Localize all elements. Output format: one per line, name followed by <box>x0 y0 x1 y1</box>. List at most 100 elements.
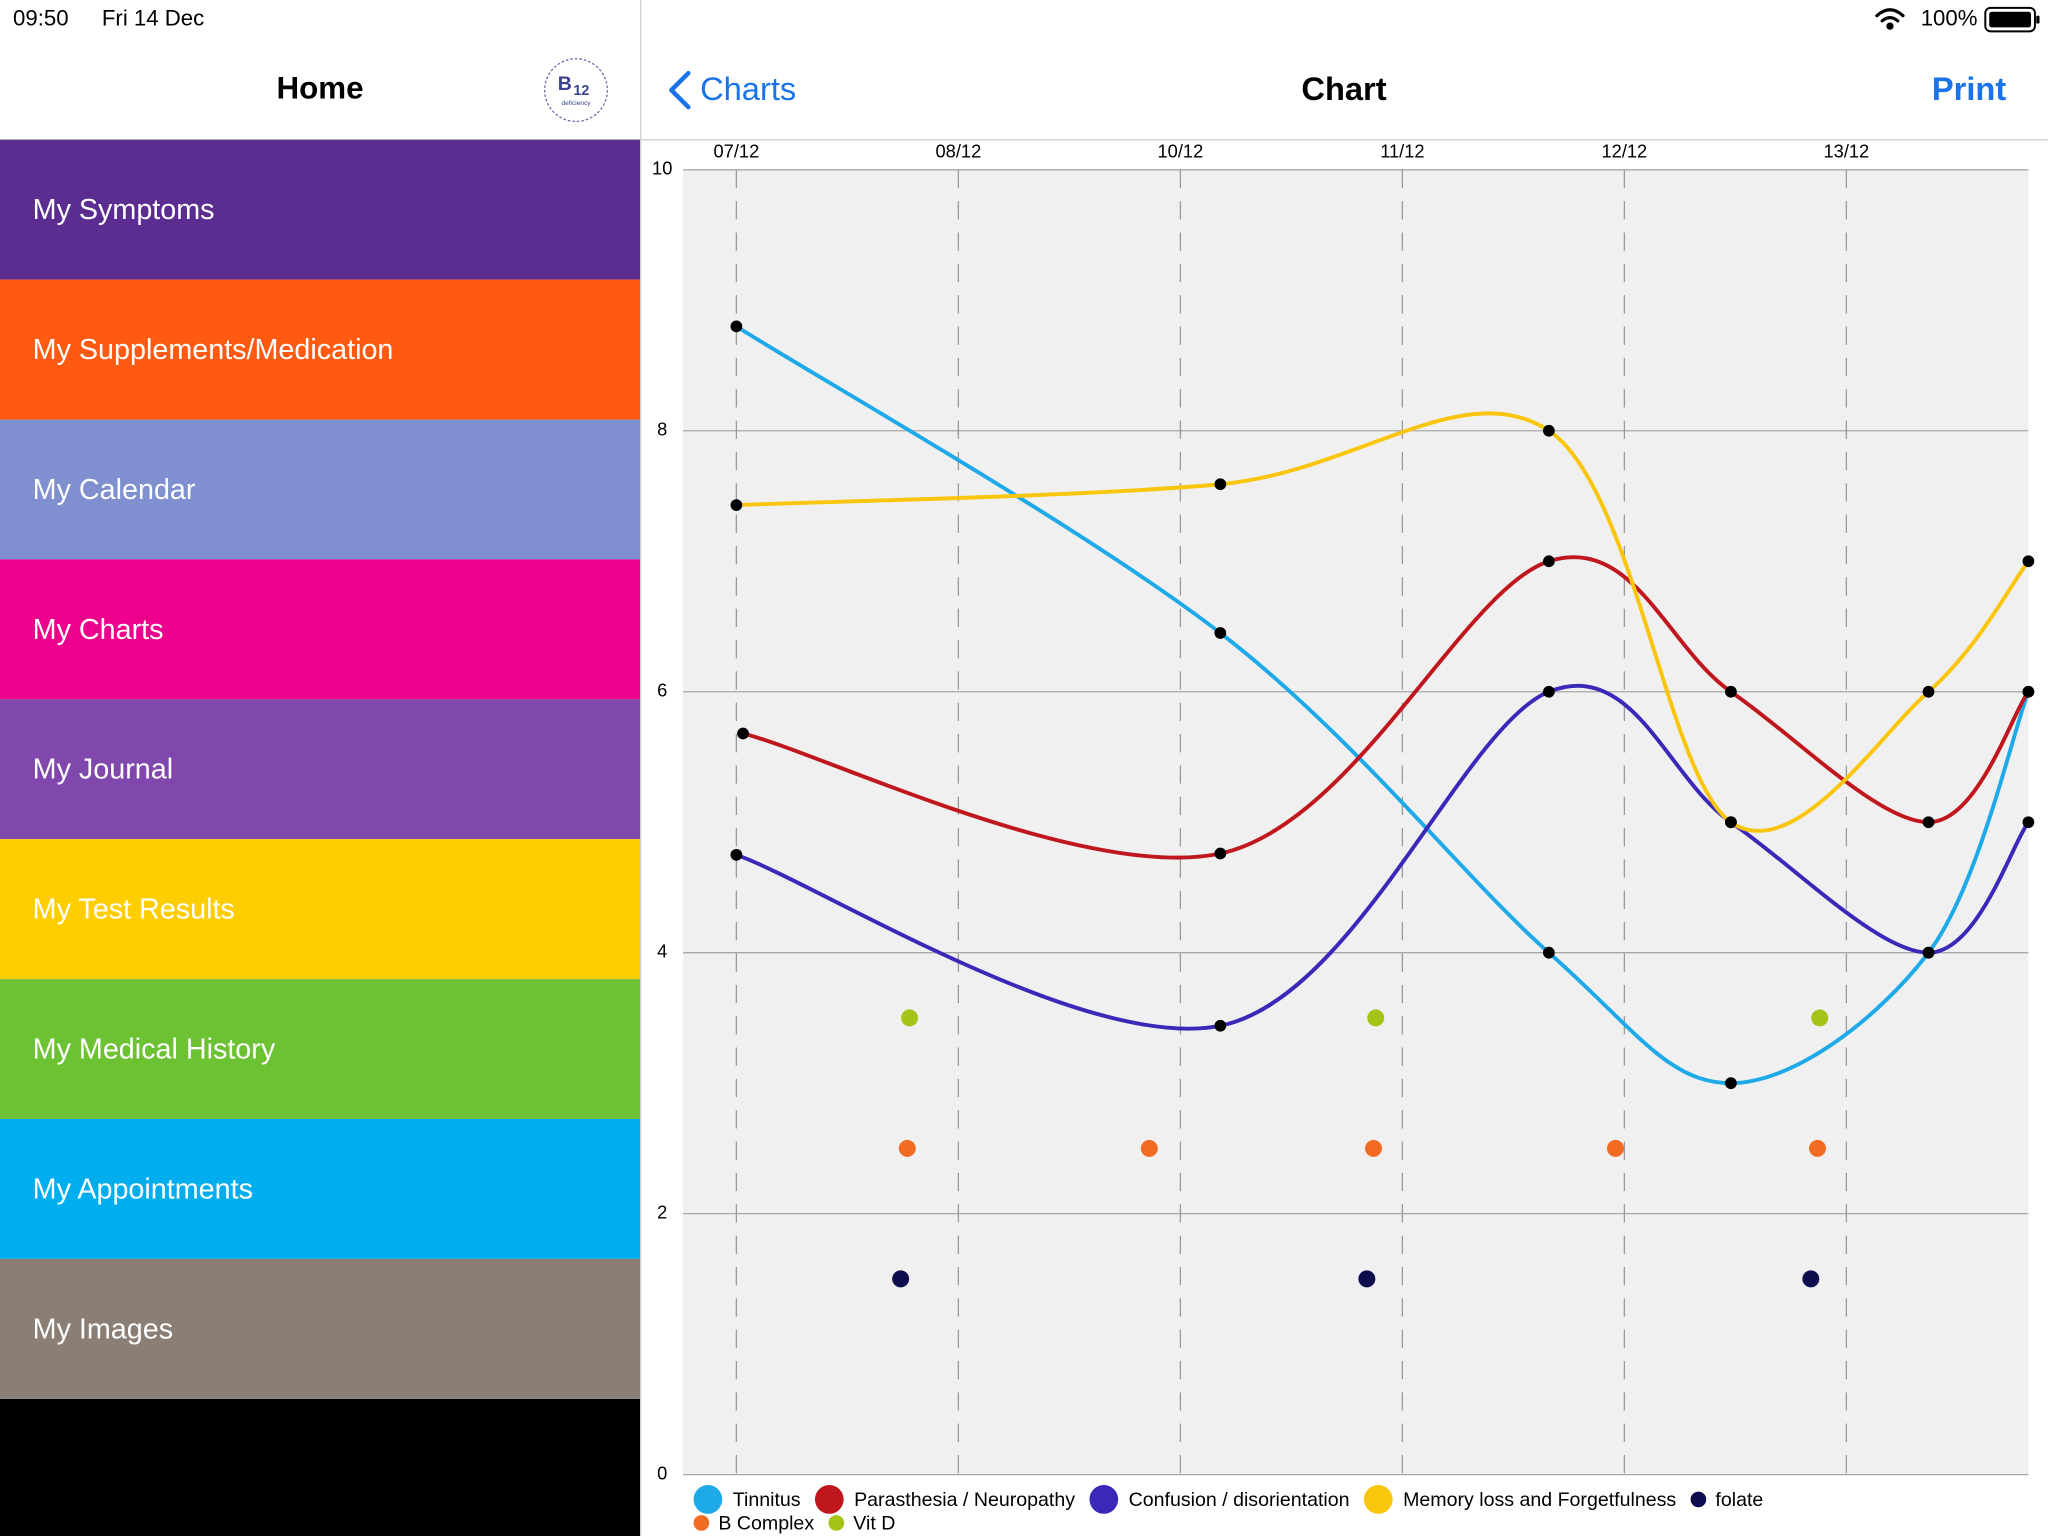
data-point <box>1543 946 1555 959</box>
data-point <box>1543 685 1555 698</box>
menu-item-label[interactable]: My Supplements/Medication <box>33 334 394 366</box>
legend-item: B Complex <box>693 1512 814 1534</box>
status-time: 09:50 <box>13 5 69 30</box>
y-tick-label: 10 <box>652 158 672 179</box>
legend-item: Memory loss and Forgetfulness <box>1363 1485 1676 1514</box>
menu-item-background[interactable] <box>0 559 640 700</box>
legend-label: Parasthesia / Neuropathy <box>854 1489 1075 1511</box>
menu-item-label[interactable]: My Images <box>33 1313 173 1345</box>
back-chevron[interactable] <box>669 70 691 110</box>
battery-level: 100% <box>1921 5 1978 30</box>
scatter-point <box>1802 1270 1820 1288</box>
menu-item-background[interactable] <box>0 699 640 840</box>
scatter-point <box>901 1009 919 1027</box>
data-point <box>1214 847 1227 860</box>
menu-item-background[interactable] <box>0 279 640 420</box>
menu-item[interactable]: My Charts <box>0 559 640 700</box>
legend-label: B Complex <box>718 1512 814 1534</box>
logo: B 12 deficiency <box>544 58 608 123</box>
menu-item-background[interactable] <box>0 979 640 1119</box>
menu-item-background[interactable] <box>0 1118 640 1259</box>
scatter-point <box>1358 1270 1376 1288</box>
legend-item: folate <box>1690 1489 1763 1511</box>
chart: 0 2 4 6 8 10 07/12 08/12 10/12 11/12 12/12 13/12 Tin… <box>652 141 2035 1534</box>
legend-label: folate <box>1715 1489 1763 1511</box>
menu-item[interactable]: My Appointments <box>0 1118 640 1259</box>
back-label[interactable]: Charts <box>700 70 796 107</box>
legend-label: Vit D <box>853 1512 895 1534</box>
scatter-point <box>892 1270 910 1288</box>
data-point <box>1214 1019 1227 1032</box>
logo-caption: deficiency <box>562 100 592 107</box>
menu-item[interactable]: My Journal <box>0 699 640 840</box>
data-point <box>730 499 743 512</box>
data-point <box>1214 627 1227 639</box>
legend-label: Confusion / disorientation <box>1129 1489 1350 1511</box>
sidebar-title: Home <box>276 70 363 105</box>
menu: My Symptoms My Supplements/Medication My C… <box>0 139 640 1399</box>
legend-swatch <box>814 1485 844 1514</box>
x-tick-label: 08/12 <box>936 141 982 162</box>
menu-item[interactable]: My Images <box>0 1258 640 1399</box>
menu-item[interactable]: My Calendar <box>0 419 640 560</box>
x-tick-label: 11/12 <box>1380 141 1424 162</box>
legend-item: Confusion / disorientation <box>1089 1485 1350 1514</box>
back-button[interactable]: Charts <box>669 70 796 110</box>
menu-item-label[interactable]: My Charts <box>33 614 164 646</box>
menu-item-background[interactable] <box>0 419 640 560</box>
data-point <box>2022 555 2035 568</box>
print-button[interactable]: Print <box>1932 70 2006 107</box>
menu-item[interactable]: My Medical History <box>0 979 640 1119</box>
data-point <box>737 727 749 740</box>
legend-swatch <box>1089 1485 1119 1514</box>
nav-title: Chart <box>1301 70 1386 107</box>
legend-swatch <box>693 1485 723 1514</box>
data-point <box>2022 816 2035 829</box>
data-point <box>1543 424 1555 437</box>
legend-swatch <box>828 1515 845 1531</box>
series-line <box>735 324 2031 1086</box>
scatter-point <box>1809 1139 1827 1157</box>
legend-label: Memory loss and Forgetfulness <box>1403 1489 1676 1511</box>
legend-label: Tinnitus <box>733 1489 801 1511</box>
legend-item: Vit D <box>828 1512 895 1534</box>
menu-item-label[interactable]: My Appointments <box>33 1173 253 1205</box>
x-tick-label: 10/12 <box>1158 141 1204 162</box>
data-point <box>1543 555 1555 568</box>
menu-item[interactable]: My Test Results <box>0 839 640 980</box>
data-point <box>1922 816 1935 829</box>
y-tick-label: 6 <box>657 680 667 701</box>
data-point <box>730 320 743 333</box>
scatter-point <box>1140 1139 1158 1157</box>
y-tick-label: 4 <box>657 941 667 962</box>
menu-item-background[interactable] <box>0 139 640 280</box>
sidebar-footer <box>0 1398 640 1536</box>
menu-item-background[interactable] <box>0 839 640 980</box>
menu-item-label[interactable]: My Medical History <box>33 1033 276 1065</box>
series-line <box>736 411 2030 833</box>
menu-item-label[interactable]: My Symptoms <box>33 194 215 226</box>
scatter-point <box>1607 1139 1624 1157</box>
data-point <box>2022 685 2035 698</box>
logo-sub: 12 <box>573 83 589 99</box>
menu-item-label[interactable]: My Journal <box>33 754 173 786</box>
data-point <box>1922 685 1935 698</box>
menu-item[interactable]: My Symptoms <box>0 139 640 280</box>
scatter-point <box>898 1139 916 1157</box>
legend-swatch <box>1363 1485 1393 1514</box>
y-tick-label: 8 <box>657 419 667 440</box>
battery-icon <box>1984 6 2040 33</box>
menu-item-label[interactable]: My Calendar <box>33 474 196 506</box>
menu-item-label[interactable]: My Test Results <box>33 894 235 926</box>
plot-area <box>683 169 2029 1475</box>
menu-item[interactable]: My Supplements/Medication <box>0 279 640 420</box>
data-point <box>1725 685 1737 698</box>
menu-item-background[interactable] <box>0 1258 640 1399</box>
legend-swatch <box>693 1515 710 1531</box>
data-point <box>730 848 743 861</box>
legend-swatch <box>1690 1491 1707 1508</box>
data-point <box>1725 1077 1737 1090</box>
data-point <box>1214 478 1227 491</box>
data-point <box>1922 946 1935 959</box>
